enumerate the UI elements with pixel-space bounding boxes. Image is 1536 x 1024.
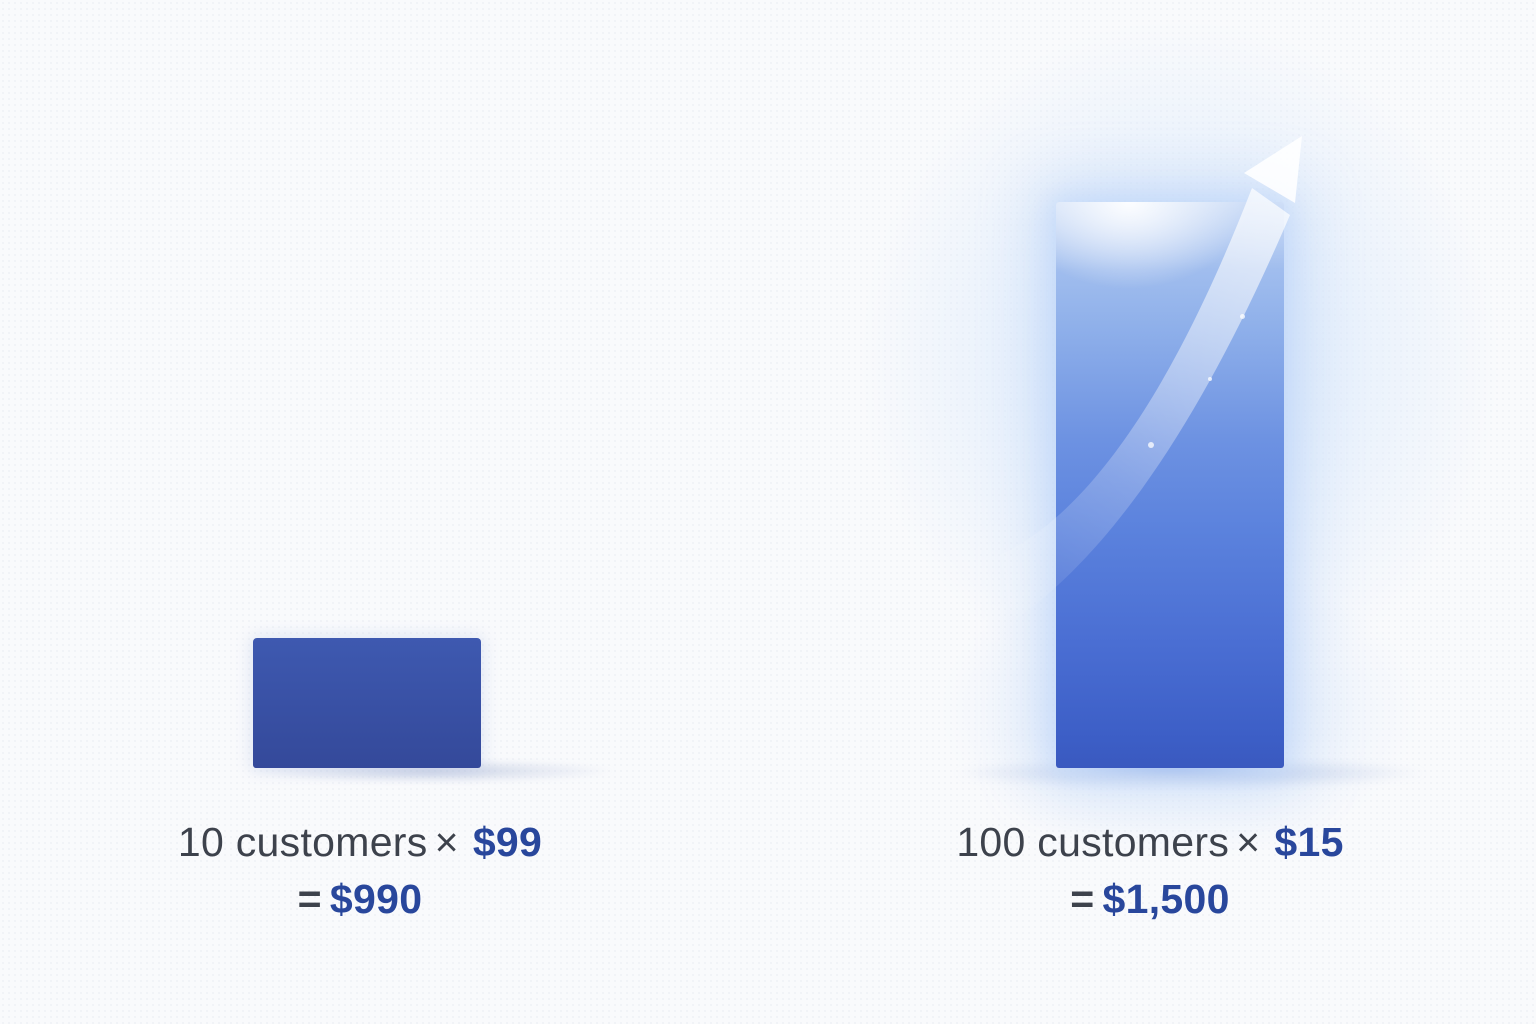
left-total: $990 — [329, 876, 423, 922]
left-price: $99 — [472, 819, 543, 865]
equals-sign: = — [1070, 876, 1095, 922]
right-equation-line2: = $1,500 — [850, 871, 1450, 928]
large-revenue-bar — [1056, 202, 1284, 768]
right-price: $15 — [1274, 819, 1344, 865]
left-equation-line2: = $990 — [60, 871, 660, 928]
right-count: 100 customers — [956, 819, 1230, 865]
left-equation: 10 customers × $99 = $990 — [60, 814, 660, 928]
left-count: 10 customers — [177, 819, 428, 865]
multiply-sign: × — [434, 819, 459, 865]
sparkle-dot — [1208, 377, 1212, 381]
sparkle-dot — [1240, 314, 1245, 319]
multiply-sign: × — [1236, 819, 1261, 865]
small-revenue-bar — [253, 638, 481, 768]
right-total: $1,500 — [1102, 876, 1230, 922]
left-equation-line1: 10 customers × $99 — [60, 814, 660, 871]
sparkle-dot — [1148, 442, 1154, 448]
equals-sign: = — [297, 876, 322, 922]
right-equation: 100 customers × $15 = $1,500 — [850, 814, 1450, 928]
right-equation-line1: 100 customers × $15 — [850, 814, 1450, 871]
